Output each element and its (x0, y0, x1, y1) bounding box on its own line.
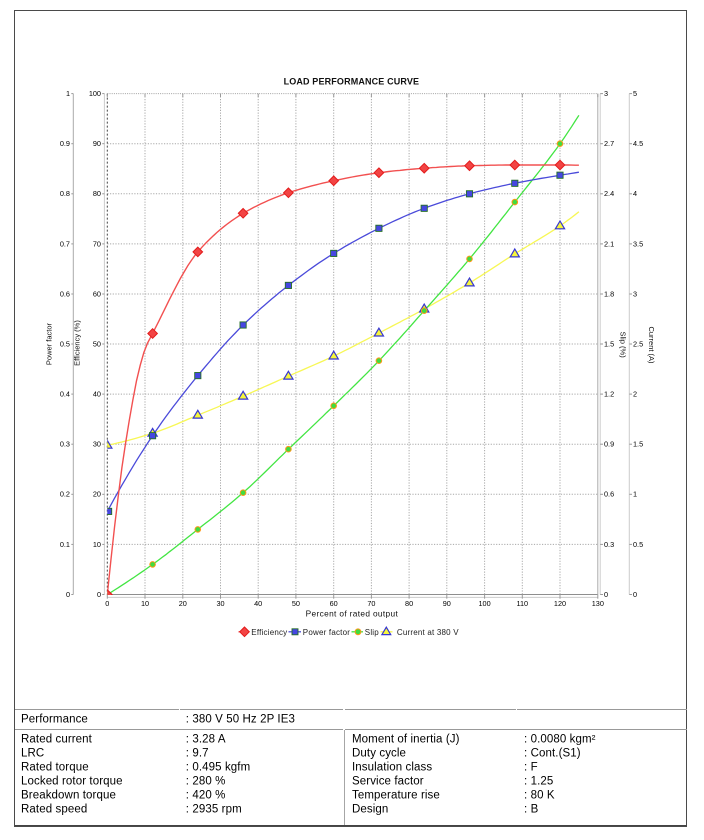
svg-text:100: 100 (479, 599, 491, 608)
svg-text:110: 110 (516, 599, 528, 608)
svg-text:Current at 380 V: Current at 380 V (397, 628, 459, 637)
svg-text:0.3: 0.3 (60, 440, 70, 449)
svg-text:60: 60 (93, 289, 101, 298)
svg-text:70: 70 (93, 239, 101, 248)
svg-text:50: 50 (93, 339, 101, 348)
svg-text:Power factor: Power factor (303, 628, 350, 637)
svg-text:0.8: 0.8 (60, 189, 70, 198)
svg-text:Efficiency (%): Efficiency (%) (73, 320, 82, 366)
svg-text:0: 0 (97, 590, 101, 599)
svg-text:60: 60 (330, 599, 338, 608)
svg-text:Power factor: Power factor (44, 322, 53, 365)
svg-text:50: 50 (292, 599, 300, 608)
svg-text:1.8: 1.8 (604, 289, 614, 298)
svg-text:10: 10 (93, 540, 101, 549)
svg-text:40: 40 (254, 599, 262, 608)
svg-text:1.5: 1.5 (604, 339, 614, 348)
svg-text:30: 30 (216, 599, 224, 608)
svg-text:2: 2 (633, 390, 637, 399)
svg-text:Slip (%): Slip (%) (619, 331, 628, 358)
svg-text:2.7: 2.7 (604, 139, 614, 148)
svg-text:5: 5 (633, 89, 637, 98)
svg-text:30: 30 (93, 440, 101, 449)
svg-text:2.1: 2.1 (604, 239, 614, 248)
svg-text:Slip: Slip (365, 628, 379, 637)
svg-text:Current (A): Current (A) (647, 326, 656, 364)
svg-text:100: 100 (89, 89, 101, 98)
svg-text:3.5: 3.5 (633, 239, 643, 248)
svg-text:0.6: 0.6 (604, 490, 614, 499)
svg-text:4.5: 4.5 (633, 139, 643, 148)
svg-text:90: 90 (93, 139, 101, 148)
svg-text:10: 10 (141, 599, 149, 608)
svg-text:80: 80 (405, 599, 413, 608)
svg-text:0.6: 0.6 (60, 289, 70, 298)
svg-text:20: 20 (179, 599, 187, 608)
svg-text:1: 1 (633, 490, 637, 499)
svg-text:130: 130 (592, 599, 604, 608)
svg-text:0.9: 0.9 (60, 139, 70, 148)
svg-text:LOAD PERFORMANCE CURVE: LOAD PERFORMANCE CURVE (284, 76, 420, 86)
svg-text:80: 80 (93, 189, 101, 198)
svg-text:0.3: 0.3 (604, 540, 614, 549)
svg-text:90: 90 (443, 599, 451, 608)
svg-text:0.5: 0.5 (633, 540, 643, 549)
svg-text:2.4: 2.4 (604, 189, 614, 198)
svg-text:4: 4 (633, 189, 637, 198)
svg-text:120: 120 (554, 599, 566, 608)
svg-text:2.5: 2.5 (633, 339, 643, 348)
svg-text:0.4: 0.4 (60, 390, 70, 399)
svg-text:Percent of rated output: Percent of rated output (306, 608, 399, 618)
svg-text:0.2: 0.2 (60, 490, 70, 499)
svg-text:70: 70 (367, 599, 375, 608)
svg-text:20: 20 (93, 490, 101, 499)
svg-text:1.5: 1.5 (633, 440, 643, 449)
svg-text:Efficiency: Efficiency (251, 628, 287, 637)
svg-text:3: 3 (604, 89, 608, 98)
svg-text:0.5: 0.5 (60, 339, 70, 348)
svg-text:0: 0 (633, 590, 637, 599)
svg-text:0.9: 0.9 (604, 440, 614, 449)
svg-text:0.1: 0.1 (60, 540, 70, 549)
svg-text:1: 1 (66, 89, 70, 98)
svg-text:0: 0 (604, 590, 608, 599)
svg-text:3: 3 (633, 289, 637, 298)
svg-text:0.7: 0.7 (60, 239, 70, 248)
svg-text:0: 0 (105, 599, 109, 608)
svg-text:0: 0 (66, 590, 70, 599)
svg-text:40: 40 (93, 390, 101, 399)
svg-text:1.2: 1.2 (604, 390, 614, 399)
